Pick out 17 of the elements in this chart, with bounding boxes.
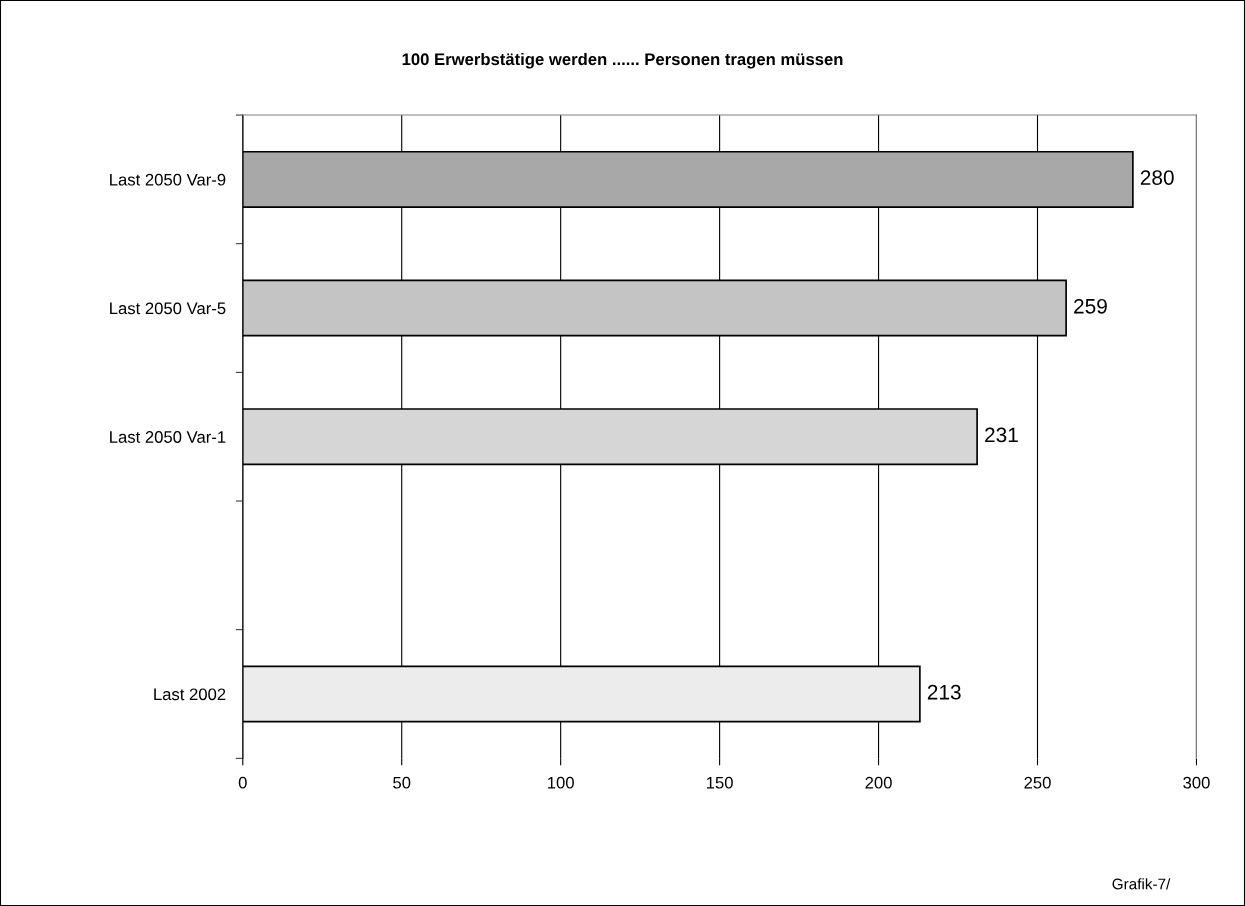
y-tick-label: Last 2002 <box>154 688 226 701</box>
data-label: 280 <box>1140 170 1174 185</box>
data-label: 213 <box>927 684 961 700</box>
x-tick-label: 150 <box>706 776 733 789</box>
x-tick-label: 50 <box>393 776 411 789</box>
data-label: 259 <box>1074 298 1107 314</box>
x-tick-label: 100 <box>548 776 574 789</box>
chart-title: 100 Erwerbstätige werden ...... Personen tragen müssen <box>402 52 843 69</box>
x-tick-label: 250 <box>1024 776 1051 789</box>
y-tick-label: Last 2050 Var-1 <box>110 431 226 443</box>
y-tick-label: Last 2050 Var-5 <box>110 302 226 315</box>
y-tick-label: Last 2050 Var-9 <box>110 173 226 186</box>
data-label: 231 <box>985 427 1018 443</box>
x-tick-label: 200 <box>865 776 892 789</box>
x-tick-label: 0 <box>238 776 247 789</box>
text: Grafik-7/ <box>1112 878 1171 890</box>
x-tick-label: 300 <box>1183 776 1210 789</box>
